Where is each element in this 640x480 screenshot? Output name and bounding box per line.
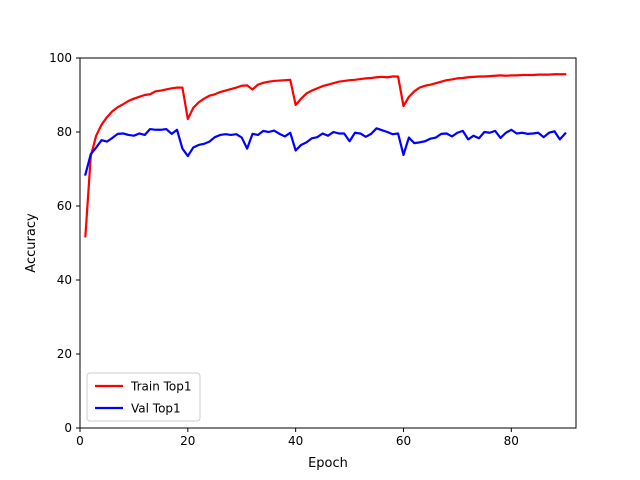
x-axis-ticks: 0 20 40 60 80 [76,428,519,448]
y-axis-label: Accuracy [24,213,39,273]
y-tick-label-2: 40 [57,273,72,287]
plot-lines [84,73,567,238]
x-tick-label-2: 40 [288,434,303,448]
y-tick-label-3: 60 [57,199,72,213]
y-axis-ticks: 0 20 40 60 80 100 [49,51,80,435]
axes-frame [79,57,577,429]
x-tick-label-3: 60 [396,434,411,448]
y-tick-label-1: 20 [57,347,72,361]
series-line-0 [84,73,567,238]
x-tick-label-4: 80 [504,434,519,448]
x-tick-label-0: 0 [76,434,84,448]
series-line-1 [84,127,567,176]
y-tick-label-5: 100 [49,51,72,65]
legend: Train Top1 Val Top1 [86,372,201,422]
legend-label-1: Val Top1 [131,402,181,416]
legend-label-0: Train Top1 [130,380,192,394]
y-tick-label-0: 0 [64,421,72,435]
x-tick-label-1: 20 [180,434,195,448]
x-axis-label: Epoch [308,456,348,471]
y-tick-label-4: 80 [57,125,72,139]
